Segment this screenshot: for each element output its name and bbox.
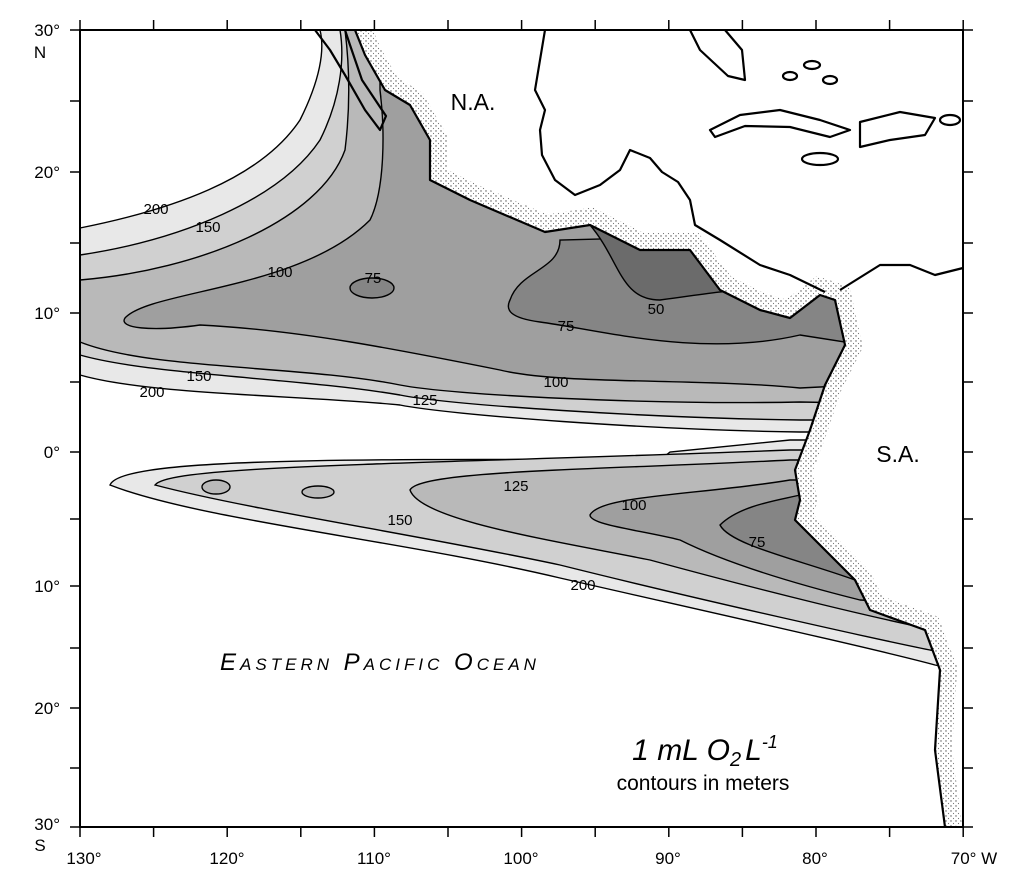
y-tick-label: 30° <box>34 21 60 40</box>
region-label: S.A. <box>876 441 919 467</box>
contour-label: 200 <box>139 384 164 401</box>
x-tick-label: 110° <box>357 849 391 868</box>
y-tick-label: 30° <box>34 815 60 834</box>
contour-label: 200 <box>143 201 168 218</box>
y-axis-labels: 30° N 20° 10° 0° 10° 20° 30° S <box>34 21 60 855</box>
contour-label: 150 <box>186 368 211 385</box>
legend-title: 1 mL O2 L-1 <box>632 732 778 771</box>
hemisphere-label: S <box>34 836 45 855</box>
y-tick-label: 0° <box>44 443 60 462</box>
x-tick-label: 80° <box>802 849 828 868</box>
legend-subscript: 2 <box>729 749 741 771</box>
ticks <box>70 20 973 837</box>
contour-label: 125 <box>412 392 437 409</box>
y-tick-label: 20° <box>34 163 60 182</box>
contour-label: 150 <box>195 219 220 236</box>
x-tick-label: 100° <box>503 849 538 868</box>
y-tick-label: 10° <box>34 304 60 323</box>
contour-label: 200 <box>570 577 595 594</box>
contour-label: 50 <box>648 301 665 318</box>
x-tick-label: 70° W <box>951 849 997 868</box>
y-tick-label: 10° <box>34 577 60 596</box>
x-axis-labels: 130° 120° 110° 100° 90° 80° 70° W <box>66 849 997 868</box>
hemisphere-label: N <box>34 43 46 62</box>
y-tick-label: 20° <box>34 699 60 718</box>
contour-label: 150 <box>387 512 412 529</box>
contour-label: 100 <box>543 374 568 391</box>
land <box>314 29 964 828</box>
legend-subtitle: contours in meters <box>617 772 790 795</box>
contour-label: 100 <box>267 264 292 281</box>
contour-label: 125 <box>503 478 528 495</box>
legend-superscript: -1 <box>762 732 778 752</box>
x-tick-label: 90° <box>655 849 681 868</box>
contour-label: 100 <box>621 497 646 514</box>
legend-part: L <box>745 734 762 767</box>
contour-label: 75 <box>558 318 575 335</box>
contour-labels: 200 150 100 75 75 50 150 200 100 125 125… <box>139 201 765 594</box>
x-tick-label: 120° <box>209 849 244 868</box>
region-label: N.A. <box>451 89 496 115</box>
contour-label: 75 <box>365 270 382 287</box>
x-tick-label: 130° <box>66 849 101 868</box>
legend-part: 1 mL O <box>632 734 730 767</box>
contour-label: 75 <box>749 534 766 551</box>
ocean-label: Eastern Pacific Ocean <box>220 649 540 676</box>
